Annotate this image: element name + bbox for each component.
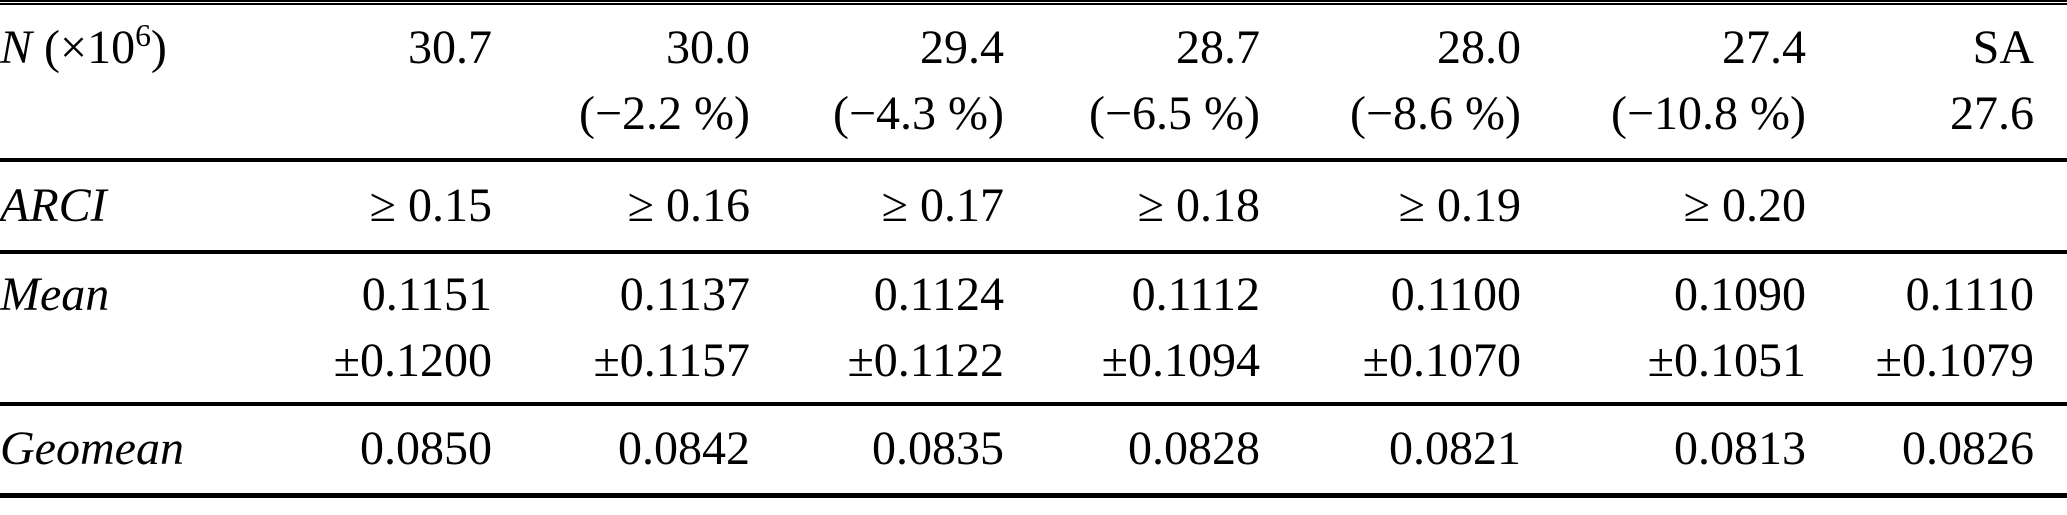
geomean-value-cell-sa: 0.0826 xyxy=(1806,404,2067,496)
n-percent xyxy=(240,81,492,147)
arci-threshold: ≥ 0.17 xyxy=(881,178,1004,232)
mean-std: ±0.1200 xyxy=(333,333,492,387)
n-value-cell: 28.0 (−8.6 %) xyxy=(1260,3,1521,160)
n-value-cell: 29.4 (−4.3 %) xyxy=(750,3,1004,160)
mean-value-cell: 0.1151 ±0.1200 xyxy=(240,252,492,404)
row-label-geomean: Geomean xyxy=(0,422,184,476)
geomean-value: 0.0826 xyxy=(1902,422,2034,476)
n-percent: (−4.3 %) xyxy=(832,87,1004,141)
n-percent: (−2.2 %) xyxy=(578,87,750,141)
n-close-paren: ) xyxy=(150,21,167,75)
mean-value: 0.1124 xyxy=(873,267,1004,321)
mean-std: ±0.1079 xyxy=(1875,333,2034,387)
empty-line xyxy=(0,328,240,394)
n-value: SA xyxy=(1972,21,2034,75)
n-value-cell: 30.0 (−2.2 %) xyxy=(492,3,750,160)
arci-value-cell: ≥ 0.18 xyxy=(1004,160,1260,252)
mean-value: 0.1112 xyxy=(1131,267,1260,321)
results-table: N (×106) 30.7 30.0 (−2.2 %) 29.4 (−4.3 %… xyxy=(0,0,2067,498)
mean-value: 0.1100 xyxy=(1390,267,1521,321)
row-geomean: Geomean 0.0850 0.0842 0.0835 0.0828 0.08… xyxy=(0,404,2067,496)
geomean-value-cell: 0.0813 xyxy=(1521,404,1806,496)
arci-threshold: ≥ 0.20 xyxy=(1683,178,1806,232)
arci-value-cell: ≥ 0.17 xyxy=(750,160,1004,252)
mean-value: 0.1151 xyxy=(361,267,492,321)
row-label-arci: ARCI xyxy=(0,178,107,232)
mean-value: 0.1110 xyxy=(1905,267,2034,321)
arci-threshold: ≥ 0.16 xyxy=(627,178,750,232)
mean-std: ±0.1051 xyxy=(1647,333,1806,387)
mean-value-cell: 0.1112 ±0.1094 xyxy=(1004,252,1260,404)
geomean-value-cell: 0.0828 xyxy=(1004,404,1260,496)
geomean-value: 0.0850 xyxy=(360,422,492,476)
n-value-cell: 27.4 (−10.8 %) xyxy=(1521,3,1806,160)
n-value-cell: 28.7 (−6.5 %) xyxy=(1004,3,1260,160)
n-value-cell: 30.7 xyxy=(240,3,492,160)
mean-value-cell: 0.1137 ±0.1157 xyxy=(492,252,750,404)
row-arci: ARCI ≥ 0.15 ≥ 0.16 ≥ 0.17 ≥ 0.18 ≥ 0.19 … xyxy=(0,160,2067,252)
row-mean: Mean 0.1151 ±0.1200 0.1137 ±0.1157 0.112… xyxy=(0,252,2067,404)
mean-value-cell-sa: 0.1110 ±0.1079 xyxy=(1806,252,2067,404)
geomean-value: 0.0828 xyxy=(1128,422,1260,476)
n-exponent: 6 xyxy=(135,17,151,53)
n-symbol: N xyxy=(0,21,33,75)
mean-std: ±0.1094 xyxy=(1101,333,1260,387)
geomean-value: 0.0842 xyxy=(618,422,750,476)
n-value: 28.0 xyxy=(1437,21,1521,75)
mean-value: 0.1137 xyxy=(619,267,750,321)
n-value: 30.7 xyxy=(408,21,492,75)
n-percent: (−10.8 %) xyxy=(1610,87,1806,141)
geomean-value: 0.0835 xyxy=(872,422,1004,476)
geomean-value-cell: 0.0835 xyxy=(750,404,1004,496)
arci-value-cell: ≥ 0.19 xyxy=(1260,160,1521,252)
geomean-value-cell: 0.0842 xyxy=(492,404,750,496)
arci-value-cell: ≥ 0.15 xyxy=(240,160,492,252)
geomean-value-cell: 0.0821 xyxy=(1260,404,1521,496)
n-percent: 27.6 xyxy=(1950,87,2034,141)
n-value: 27.4 xyxy=(1722,21,1806,75)
arci-value-cell: ≥ 0.16 xyxy=(492,160,750,252)
mean-value-cell: 0.1090 ±0.1051 xyxy=(1521,252,1806,404)
geomean-value: 0.0821 xyxy=(1389,422,1521,476)
arci-value-cell: ≥ 0.20 xyxy=(1521,160,1806,252)
n-value-cell-sa: SA 27.6 xyxy=(1806,3,2067,160)
mean-value: 0.1090 xyxy=(1674,267,1806,321)
arci-value-cell-sa xyxy=(1806,160,2067,252)
mean-std: ±0.1070 xyxy=(1362,333,1521,387)
mean-value-cell: 0.1124 ±0.1122 xyxy=(750,252,1004,404)
mean-std: ±0.1122 xyxy=(847,333,1004,387)
empty-line xyxy=(0,81,240,147)
row-label-n: N (×106) xyxy=(0,3,240,160)
n-value: 30.0 xyxy=(666,21,750,75)
n-value: 29.4 xyxy=(920,21,1004,75)
arci-threshold: ≥ 0.15 xyxy=(369,178,492,232)
row-label-mean: Mean xyxy=(0,252,240,404)
arci-threshold: ≥ 0.19 xyxy=(1398,178,1521,232)
row-n: N (×106) 30.7 30.0 (−2.2 %) 29.4 (−4.3 %… xyxy=(0,3,2067,160)
geomean-value-cell: 0.0850 xyxy=(240,404,492,496)
n-value: 28.7 xyxy=(1176,21,1260,75)
mean-std: ±0.1157 xyxy=(593,333,750,387)
mean-value-cell: 0.1100 ±0.1070 xyxy=(1260,252,1521,404)
geomean-value: 0.0813 xyxy=(1674,422,1806,476)
arci-threshold xyxy=(1806,173,2034,239)
n-percent: (−8.6 %) xyxy=(1349,87,1521,141)
n-percent: (−6.5 %) xyxy=(1088,87,1260,141)
n-times-ten: (×10 xyxy=(32,21,136,75)
arci-threshold: ≥ 0.18 xyxy=(1137,178,1260,232)
